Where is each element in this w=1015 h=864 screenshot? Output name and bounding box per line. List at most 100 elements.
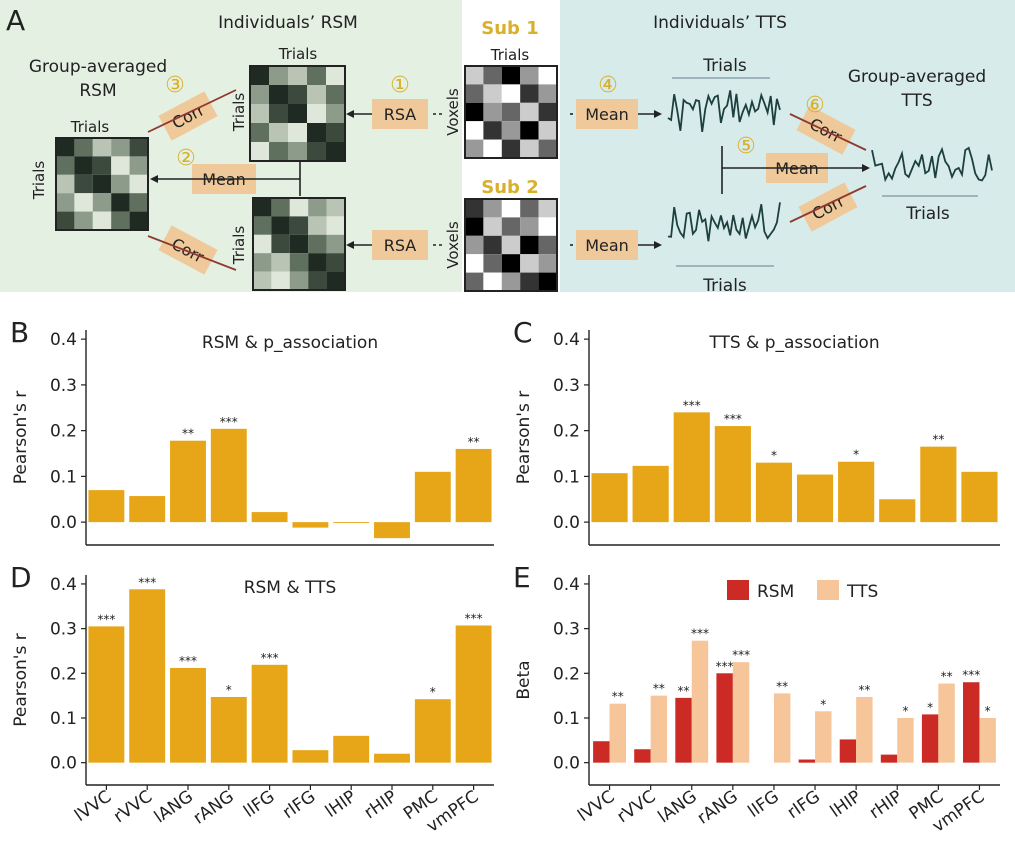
- rsm-matrix-sub2-cell: [327, 235, 345, 253]
- voxel-matrix-sub1-cell: [502, 84, 520, 102]
- bar-rsm: [716, 673, 732, 762]
- rsm-matrix-sub2-cell: [253, 253, 271, 271]
- bar-rsm: [963, 682, 979, 762]
- voxel-matrix-sub1-cell: [520, 140, 538, 158]
- y-tick-label: 0.0: [553, 754, 580, 774]
- rsm-matrix-sub2-cell: [253, 235, 271, 253]
- sig-label: ***: [261, 651, 279, 665]
- rsm-matrix-sub1-cell: [307, 66, 326, 85]
- sub2-label: Sub 2: [481, 177, 538, 198]
- group-rsm-matrix-cell: [56, 138, 74, 156]
- bar-rsm: [675, 698, 691, 763]
- x-tick-label: rVVC: [614, 787, 660, 828]
- sig-label: *: [985, 704, 991, 718]
- rsm-matrix-sub2-cell: [327, 198, 345, 216]
- bar-tts: [774, 693, 790, 762]
- bar-tts: [856, 697, 872, 763]
- legend-label-rsm: RSM: [757, 582, 794, 602]
- bar: [961, 472, 997, 522]
- legend-label-tts: TTS: [846, 582, 878, 602]
- x-tick-label: lIFG: [240, 787, 278, 822]
- voxel-matrix-sub2-cell: [483, 236, 501, 254]
- sig-label: ***: [465, 611, 483, 625]
- bar: [415, 472, 451, 522]
- sig-label: *: [902, 704, 908, 718]
- bar: [920, 447, 956, 522]
- voxel-matrix-sub2-cell: [483, 199, 501, 217]
- voxel-matrix-sub1-cell: [502, 66, 520, 84]
- bar-rsm: [799, 760, 815, 763]
- sig-label: *: [927, 700, 933, 714]
- mean-label-sub1: Mean: [585, 105, 629, 124]
- sig-label: **: [858, 683, 870, 697]
- rsm2-trials-side: Trials: [230, 226, 248, 266]
- rsm-matrix-sub1-cell: [288, 66, 307, 85]
- rsm-matrix-sub1-cell: [326, 104, 345, 123]
- sig-label: ***: [97, 612, 115, 626]
- x-tick-label: rIFG: [279, 787, 319, 823]
- legend-swatch-tts: [817, 580, 839, 600]
- x-tick-label: rVVC: [110, 787, 156, 828]
- rsm-matrix-sub2-cell: [327, 253, 345, 271]
- voxel-matrix-sub2-cell: [520, 217, 538, 235]
- voxel-matrix-sub2-cell: [465, 217, 483, 235]
- voxel-matrix-sub1-cell: [502, 140, 520, 158]
- y-axis-label: Pearson's r: [514, 391, 534, 484]
- voxel-matrix-sub1-cell: [539, 121, 557, 139]
- voxel-matrix-sub1-cell: [520, 103, 538, 121]
- bar: [415, 699, 451, 762]
- rsm-matrix-sub2-cell: [308, 198, 326, 216]
- rsm-matrix-sub1-cell: [269, 66, 288, 85]
- sub1-label: Sub 1: [481, 18, 538, 39]
- x-tick-label: rANG: [694, 787, 742, 829]
- bar-tts: [651, 696, 667, 763]
- voxel-matrix-sub2-cell: [539, 217, 557, 235]
- group-rsm-trials-top: Trials: [70, 118, 110, 136]
- rsm-matrix-sub1-cell: [288, 142, 307, 161]
- sig-label: ***: [724, 412, 742, 426]
- rsm-matrix-sub1-cell: [326, 142, 345, 161]
- group-rsm-matrix: [56, 138, 148, 230]
- bar-tts: [897, 718, 913, 763]
- x-tick-label: rIFG: [784, 787, 824, 823]
- bar: [456, 449, 492, 522]
- rsm-matrix-sub1-cell: [326, 85, 345, 104]
- group-rsm-matrix-cell: [111, 193, 129, 211]
- rsm-matrix-sub1: [250, 66, 345, 161]
- voxel-matrix-sub2-cell: [539, 273, 557, 291]
- voxel-matrix-sub2-cell: [465, 273, 483, 291]
- group-rsm-matrix-cell: [93, 156, 111, 174]
- voxel-matrix-sub1-cell: [465, 66, 483, 84]
- y-tick-label: 0.2: [50, 664, 77, 684]
- bar-tts: [733, 662, 749, 763]
- x-tick-label: rHIP: [866, 787, 906, 823]
- voxel-matrix-sub2-cell: [520, 254, 538, 272]
- bar-rsm: [593, 741, 609, 762]
- bar: [633, 466, 669, 522]
- bar-rsm: [922, 714, 938, 762]
- rsm-matrix-sub1-cell: [288, 123, 307, 142]
- y-tick-label: 0.3: [50, 376, 77, 396]
- mean-label-sub2: Mean: [585, 236, 629, 255]
- sig-label: *: [226, 683, 232, 697]
- sig-label: ***: [716, 659, 734, 673]
- sig-label: ***: [732, 648, 750, 662]
- voxel-matrix-sub1-cell: [502, 121, 520, 139]
- sig-label: **: [612, 690, 624, 704]
- sig-label: **: [182, 427, 194, 441]
- sig-label: ***: [220, 415, 238, 429]
- y-tick-label: 0.1: [50, 467, 77, 487]
- voxel-matrix-sub1-cell: [539, 140, 557, 158]
- y-tick-label: 0.1: [553, 467, 580, 487]
- rsm-matrix-sub2-cell: [327, 216, 345, 234]
- y-tick-label: 0.0: [553, 513, 580, 533]
- voxel-matrix-sub2-cell: [520, 199, 538, 217]
- sig-label: ***: [962, 668, 980, 682]
- rsm-matrix-sub1-cell: [326, 123, 345, 142]
- rsm-matrix-sub1-cell: [269, 142, 288, 161]
- voxel-matrix-sub2-cell: [465, 199, 483, 217]
- y-tick-label: 0.0: [50, 754, 77, 774]
